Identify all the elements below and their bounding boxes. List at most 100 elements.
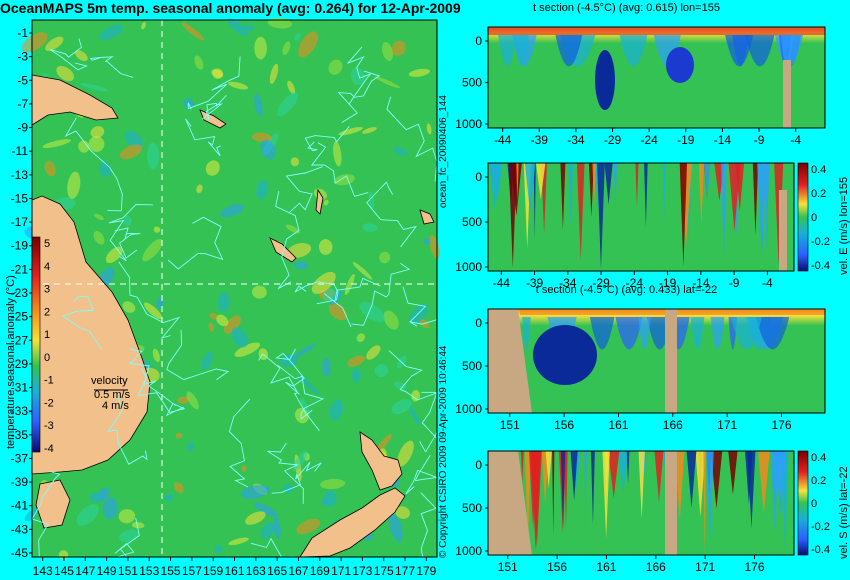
panel-colorbar-tick: 0.2 xyxy=(811,475,826,487)
anomaly-patch xyxy=(374,364,389,378)
anomaly-patch xyxy=(220,204,245,218)
panel-xtick-label: 171 xyxy=(695,560,715,574)
land-new-zealand-south xyxy=(299,487,406,558)
anomaly-patch xyxy=(124,130,143,149)
anomaly-patch xyxy=(45,36,64,52)
anomaly-patch xyxy=(217,292,230,313)
panel-xtick-label: 176 xyxy=(772,418,792,432)
anomaly-patch xyxy=(296,518,321,535)
lat-tick-label: -27 xyxy=(11,333,29,347)
lon-tick-label: 145 xyxy=(54,564,74,578)
panel-colorbar-tick: 0.4 xyxy=(811,164,826,176)
lat-tick-label: -13 xyxy=(11,168,29,182)
lon-tick-label: 153 xyxy=(139,564,159,578)
anomaly-patch xyxy=(409,304,429,325)
panel-xtick-label: -29 xyxy=(592,276,610,290)
panel-velocity-band xyxy=(721,163,727,263)
panel-velocity-band xyxy=(536,163,546,200)
contour-line xyxy=(167,216,224,270)
panel-velocity-band xyxy=(675,451,685,522)
anomaly-patch xyxy=(44,161,56,177)
anomaly-patch xyxy=(269,63,279,84)
panel-cold-core xyxy=(666,47,694,83)
panel-xtick-label: -39 xyxy=(526,276,544,290)
copyright-issued: © Copyright CSIRO 2009 09-Apr-2009 10:46… xyxy=(438,345,449,558)
panel-velocity-band xyxy=(570,451,578,501)
panel-t-lon: t section (-4.5°C) (avg: 0.615) lon=155 0… xyxy=(455,2,826,147)
forecast-id: ocean_fc_20090406_144 xyxy=(438,95,449,208)
lon-tick-label: 149 xyxy=(97,564,117,578)
panel-xtick-label: 161 xyxy=(608,418,628,432)
anomaly-patch xyxy=(144,302,163,320)
panel-colorbar-label: vel. E (m/s) lon=155 xyxy=(838,177,850,275)
panel-ytick-label: 1000 xyxy=(455,544,482,558)
contour-line xyxy=(294,281,339,305)
panel-xtick-label: -14 xyxy=(714,133,732,147)
anomaly-patch xyxy=(228,537,249,546)
panel-velocity-band xyxy=(524,451,531,544)
panel-xtick-label: -34 xyxy=(559,276,577,290)
panel-xtick-label: -19 xyxy=(659,276,677,290)
anomaly-patch xyxy=(153,226,161,233)
anomaly-patch xyxy=(244,24,255,31)
panel-velocity-band xyxy=(604,163,613,205)
panel-velocity-band xyxy=(679,163,688,267)
lat-tick-label: -25 xyxy=(11,310,29,324)
panel-anomaly xyxy=(745,35,775,67)
anomaly-patch xyxy=(397,440,414,467)
anomaly-patch xyxy=(164,493,174,502)
panel-colorbar-tick: -0.2 xyxy=(811,236,830,248)
panel-xtick-label: 161 xyxy=(596,560,616,574)
anomaly-patch xyxy=(90,126,105,139)
contour-line xyxy=(271,461,322,494)
anomaly-patch xyxy=(323,490,337,507)
anomaly-patch xyxy=(350,67,365,86)
panel-velocity-band xyxy=(774,451,787,516)
anomaly-patch xyxy=(328,302,347,321)
lon-tick-label: 159 xyxy=(203,564,223,578)
panel-xtick-label: 166 xyxy=(646,560,666,574)
anomaly-patch xyxy=(321,357,331,377)
anomaly-patch xyxy=(42,139,72,149)
panel-velocity-band xyxy=(703,163,711,202)
contour-line xyxy=(187,56,241,110)
panel-v-lon: 0 500 1000 -44 -39 -34 -29 -24 -19 -14 -9 -4 0.4 0.2 0… xyxy=(455,162,850,290)
contour-line xyxy=(337,70,381,123)
panel-velocity-band xyxy=(686,451,697,508)
contour-line xyxy=(64,117,123,212)
lat-tick-label: -11 xyxy=(12,144,29,158)
anomaly-patch xyxy=(323,199,329,206)
lat-tick-label: -9 xyxy=(17,121,28,135)
contour-line xyxy=(304,126,350,152)
anomaly-patch xyxy=(333,141,342,167)
anomaly-patch xyxy=(234,342,261,357)
panel-velocity-band xyxy=(584,451,587,538)
panel-velocity-band xyxy=(533,163,536,240)
anomaly-patch xyxy=(142,238,163,262)
lat-tick-label: -19 xyxy=(11,239,29,253)
anomaly-patch xyxy=(334,174,355,186)
anomaly-patch xyxy=(75,50,88,62)
panel-colorbar-label: vel. S (m/s) lat=-22 xyxy=(838,466,850,559)
panel-ytick-label: 1000 xyxy=(455,260,482,274)
panel-velocity-band xyxy=(545,451,552,489)
panel-anomaly xyxy=(522,317,531,350)
lon-tick-label: 157 xyxy=(182,564,202,578)
map-colorbar-tick: -4 xyxy=(44,443,54,455)
lon-tick-label: 175 xyxy=(374,564,394,578)
panel-velocity-band xyxy=(608,451,620,499)
anomaly-patch xyxy=(208,322,215,332)
map-colorbar-tick: -2 xyxy=(44,397,54,409)
anomaly-patch xyxy=(240,485,270,499)
land-new-zealand-north xyxy=(359,431,403,491)
panel-velocity-band xyxy=(662,163,666,220)
anomaly-patch xyxy=(362,223,378,232)
panel-xtick-label: -24 xyxy=(641,133,659,147)
panel-velocity-band xyxy=(560,451,566,529)
anomaly-patch xyxy=(93,231,105,245)
anomaly-patch xyxy=(122,215,132,226)
lon-tick-label: 163 xyxy=(246,564,266,578)
anomaly-patch xyxy=(408,68,430,77)
panel-colorbar-tick: 0.2 xyxy=(811,188,826,200)
lon-tick-label: 177 xyxy=(395,564,415,578)
